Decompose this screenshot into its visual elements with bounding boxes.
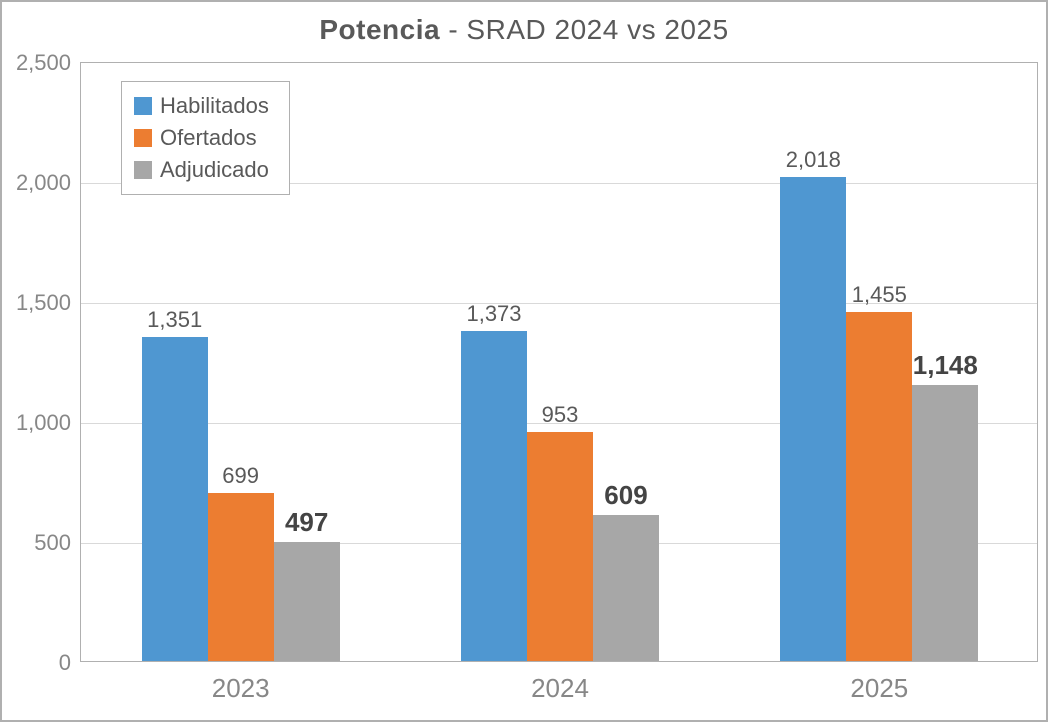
y-tick-label: 1,500 [0, 290, 71, 316]
legend: HabilitadosOfertadosAdjudicado [121, 81, 290, 195]
legend-item: Adjudicado [134, 154, 269, 186]
y-tick-label: 2,500 [0, 50, 71, 76]
bar [461, 331, 527, 661]
legend-swatch [134, 129, 152, 147]
legend-item: Ofertados [134, 122, 269, 154]
x-tick-label: 2024 [531, 673, 589, 704]
legend-label: Habilitados [160, 90, 269, 122]
y-tick-label: 500 [0, 530, 71, 556]
bar [142, 337, 208, 661]
legend-swatch [134, 161, 152, 179]
bar [274, 542, 340, 661]
y-tick-label: 1,000 [0, 410, 71, 436]
bar-value-label: 2,018 [786, 147, 841, 173]
bar-value-label: 497 [285, 507, 328, 538]
y-tick-label: 0 [0, 650, 71, 676]
legend-label: Adjudicado [160, 154, 269, 186]
bar [208, 493, 274, 661]
chart-title-suffix: - SRAD 2024 vs 2025 [440, 14, 729, 45]
bar [780, 177, 846, 661]
bar [593, 515, 659, 661]
legend-item: Habilitados [134, 90, 269, 122]
bar-value-label: 609 [604, 480, 647, 511]
bar-value-label: 953 [542, 402, 579, 428]
chart-title-prefix: Potencia [319, 14, 440, 45]
plot-area: 05001,0001,5002,0002,5001,35169949720231… [80, 62, 1038, 662]
legend-swatch [134, 97, 152, 115]
bar-value-label: 1,455 [852, 282, 907, 308]
bar [912, 385, 978, 661]
bar-value-label: 1,351 [147, 307, 202, 333]
y-tick-label: 2,000 [0, 170, 71, 196]
chart-title: Potencia - SRAD 2024 vs 2025 [2, 14, 1046, 46]
chart-container: Potencia - SRAD 2024 vs 2025 0 500 1,000 1,… [0, 0, 1048, 722]
bar-value-label: 1,373 [466, 301, 521, 327]
bar [846, 312, 912, 661]
x-tick-label: 2025 [850, 673, 908, 704]
bar-value-label: 699 [222, 463, 259, 489]
bar [527, 432, 593, 661]
legend-label: Ofertados [160, 122, 257, 154]
bar-value-label: 1,148 [913, 350, 978, 381]
x-tick-label: 2023 [212, 673, 270, 704]
